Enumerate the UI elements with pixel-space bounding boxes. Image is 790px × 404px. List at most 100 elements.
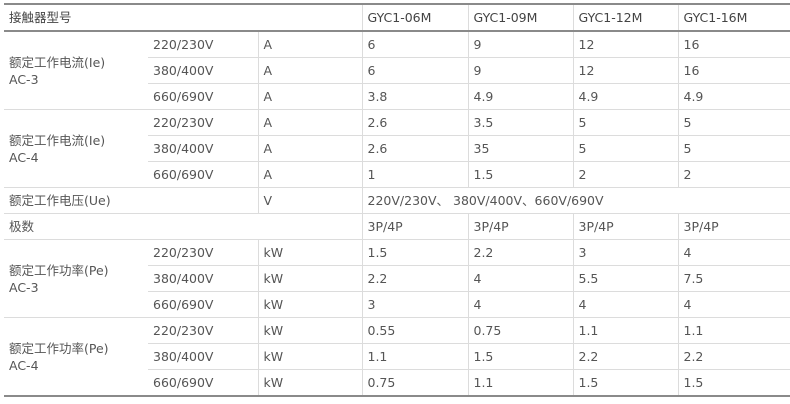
- voltage-cell: 220/230V: [148, 239, 258, 266]
- unit-cell: A: [257, 83, 362, 110]
- table-row: 额定工作功率(Pe) AC-4 220/230V kW 0.55 0.75 1.1 1.1: [4, 317, 790, 397]
- group-label-text: 额定工作电流(Ie): [9, 132, 106, 148]
- value-cell: 5: [677, 109, 790, 136]
- value-cell: 5.5: [572, 265, 678, 292]
- value-cell: 2.6: [361, 135, 468, 162]
- table-row: 660/690V A 1 1.5 2 2: [4, 161, 790, 188]
- table-row: 额定工作电流(Ie) AC-3 220/230V A 6 9 12 16: [4, 31, 790, 110]
- group-category: AC-4: [9, 357, 39, 373]
- table-row: 660/690V A 3.8 4.9 4.9 4.9: [4, 83, 790, 110]
- value-cell: 35: [467, 135, 573, 162]
- value-cell: 1.1: [677, 317, 790, 344]
- value-cell: 0.75: [361, 369, 468, 397]
- model-header: GYC1-16M: [677, 4, 790, 32]
- value-cell: 1.1: [572, 317, 678, 344]
- value-cell: 16: [677, 31, 790, 58]
- group-label: 额定工作功率(Pe) AC-4: [4, 317, 148, 397]
- table-row: 额定工作功率(Pe) AC-3 220/230V kW 1.5 2.2 3 4: [4, 239, 790, 318]
- table-row: 660/690V kW 3 4 4 4: [4, 291, 790, 318]
- unit-cell: kW: [257, 239, 362, 266]
- value-cell: 9: [467, 31, 573, 58]
- value-cell: 6: [361, 31, 468, 58]
- group-category: AC-4: [9, 149, 39, 165]
- group-label-text: 额定工作功率(Pe): [9, 262, 109, 278]
- spec-table: 接触器型号 GYC1-06M GYC1-09M GYC1-12M GYC1-16M 额定工…: [4, 3, 790, 397]
- group-category: AC-3: [9, 71, 39, 87]
- voltage-cell: 660/690V: [148, 83, 258, 110]
- row-label: 额定工作电压(Ue): [4, 187, 258, 214]
- unit-cell: kW: [257, 291, 362, 318]
- value-cell: 1.5: [572, 369, 678, 397]
- value-cell: 3.8: [361, 83, 468, 110]
- group-label-text: 额定工作电流(Ie): [9, 54, 106, 70]
- value-cell: 2.2: [467, 239, 573, 266]
- value-cell: 0.75: [467, 317, 573, 344]
- value-cell: 9: [467, 57, 573, 84]
- voltage-cell: 660/690V: [148, 291, 258, 318]
- value-cell: 1.1: [361, 343, 468, 370]
- voltage-cell: 380/400V: [148, 135, 258, 162]
- voltage-cell: 660/690V: [148, 161, 258, 188]
- table-row: 380/400V kW 2.2 4 5.5 7.5: [4, 265, 790, 292]
- value-cell: 3P/4P: [677, 213, 790, 240]
- voltage-cell: 220/230V: [148, 31, 258, 58]
- voltage-cell: 380/400V: [148, 343, 258, 370]
- value-cell: 6: [361, 57, 468, 84]
- value-cell: 3.5: [467, 109, 573, 136]
- header-label: 接触器型号: [4, 4, 362, 32]
- group-label: 额定工作电流(Ie) AC-4: [4, 109, 148, 188]
- value-cell: 2: [572, 161, 678, 188]
- value-cell: 4.9: [677, 83, 790, 110]
- value-cell: 5: [572, 109, 678, 136]
- value-cell: 16: [677, 57, 790, 84]
- unit-cell: A: [257, 135, 362, 162]
- value-cell: 4: [677, 239, 790, 266]
- value-cell: 0.55: [361, 317, 468, 344]
- value-cell: 2.2: [572, 343, 678, 370]
- table-row: 380/400V kW 1.1 1.5 2.2 2.2: [4, 343, 790, 370]
- value-cell: 1.5: [467, 161, 573, 188]
- value-cell: 2.2: [361, 265, 468, 292]
- table-row: 380/400V A 6 9 12 16: [4, 57, 790, 84]
- value-cell: 4: [467, 265, 573, 292]
- unit-cell: kW: [257, 265, 362, 292]
- value-cell: 2.2: [677, 343, 790, 370]
- value-cell: 3P/4P: [572, 213, 678, 240]
- model-header: GYC1-06M: [361, 4, 468, 32]
- merged-value: 220V/230V、 380V/400V、660V/690V: [361, 187, 790, 214]
- group-category: AC-3: [9, 279, 39, 295]
- voltage-cell: 220/230V: [148, 317, 258, 344]
- value-cell: 1.1: [467, 369, 573, 397]
- value-cell: 3P/4P: [467, 213, 573, 240]
- unit-cell: A: [257, 161, 362, 188]
- table-row: 额定工作电压(Ue) V 220V/230V、 380V/400V、660V/690…: [4, 187, 790, 214]
- value-cell: 4.9: [572, 83, 678, 110]
- voltage-cell: 660/690V: [148, 369, 258, 397]
- value-cell: 12: [572, 57, 678, 84]
- value-cell: 1: [361, 161, 468, 188]
- group-label: 额定工作电流(Ie) AC-3: [4, 31, 148, 110]
- value-cell: 1.5: [677, 369, 790, 397]
- value-cell: 2.6: [361, 109, 468, 136]
- table-row: 额定工作电流(Ie) AC-4 220/230V A 2.6 3.5 5 5: [4, 109, 790, 188]
- table-row: 极数 3P/4P 3P/4P 3P/4P 3P/4P: [4, 213, 790, 240]
- table-row: 380/400V A 2.6 35 5 5: [4, 135, 790, 162]
- value-cell: 4: [467, 291, 573, 318]
- unit-cell: kW: [257, 343, 362, 370]
- value-cell: 2: [677, 161, 790, 188]
- voltage-cell: 220/230V: [148, 109, 258, 136]
- unit-cell: kW: [257, 369, 362, 397]
- value-cell: 4: [572, 291, 678, 318]
- unit-cell: kW: [257, 317, 362, 344]
- value-cell: 3P/4P: [361, 213, 468, 240]
- value-cell: 1.5: [361, 239, 468, 266]
- value-cell: 7.5: [677, 265, 790, 292]
- group-label-text: 额定工作功率(Pe): [9, 340, 109, 356]
- voltage-cell: 380/400V: [148, 57, 258, 84]
- table-row: 660/690V kW 0.75 1.1 1.5 1.5: [4, 369, 790, 397]
- value-cell: 4: [677, 291, 790, 318]
- row-label: 极数: [4, 213, 362, 240]
- value-cell: 4.9: [467, 83, 573, 110]
- value-cell: 3: [572, 239, 678, 266]
- group-label: 额定工作功率(Pe) AC-3: [4, 239, 148, 318]
